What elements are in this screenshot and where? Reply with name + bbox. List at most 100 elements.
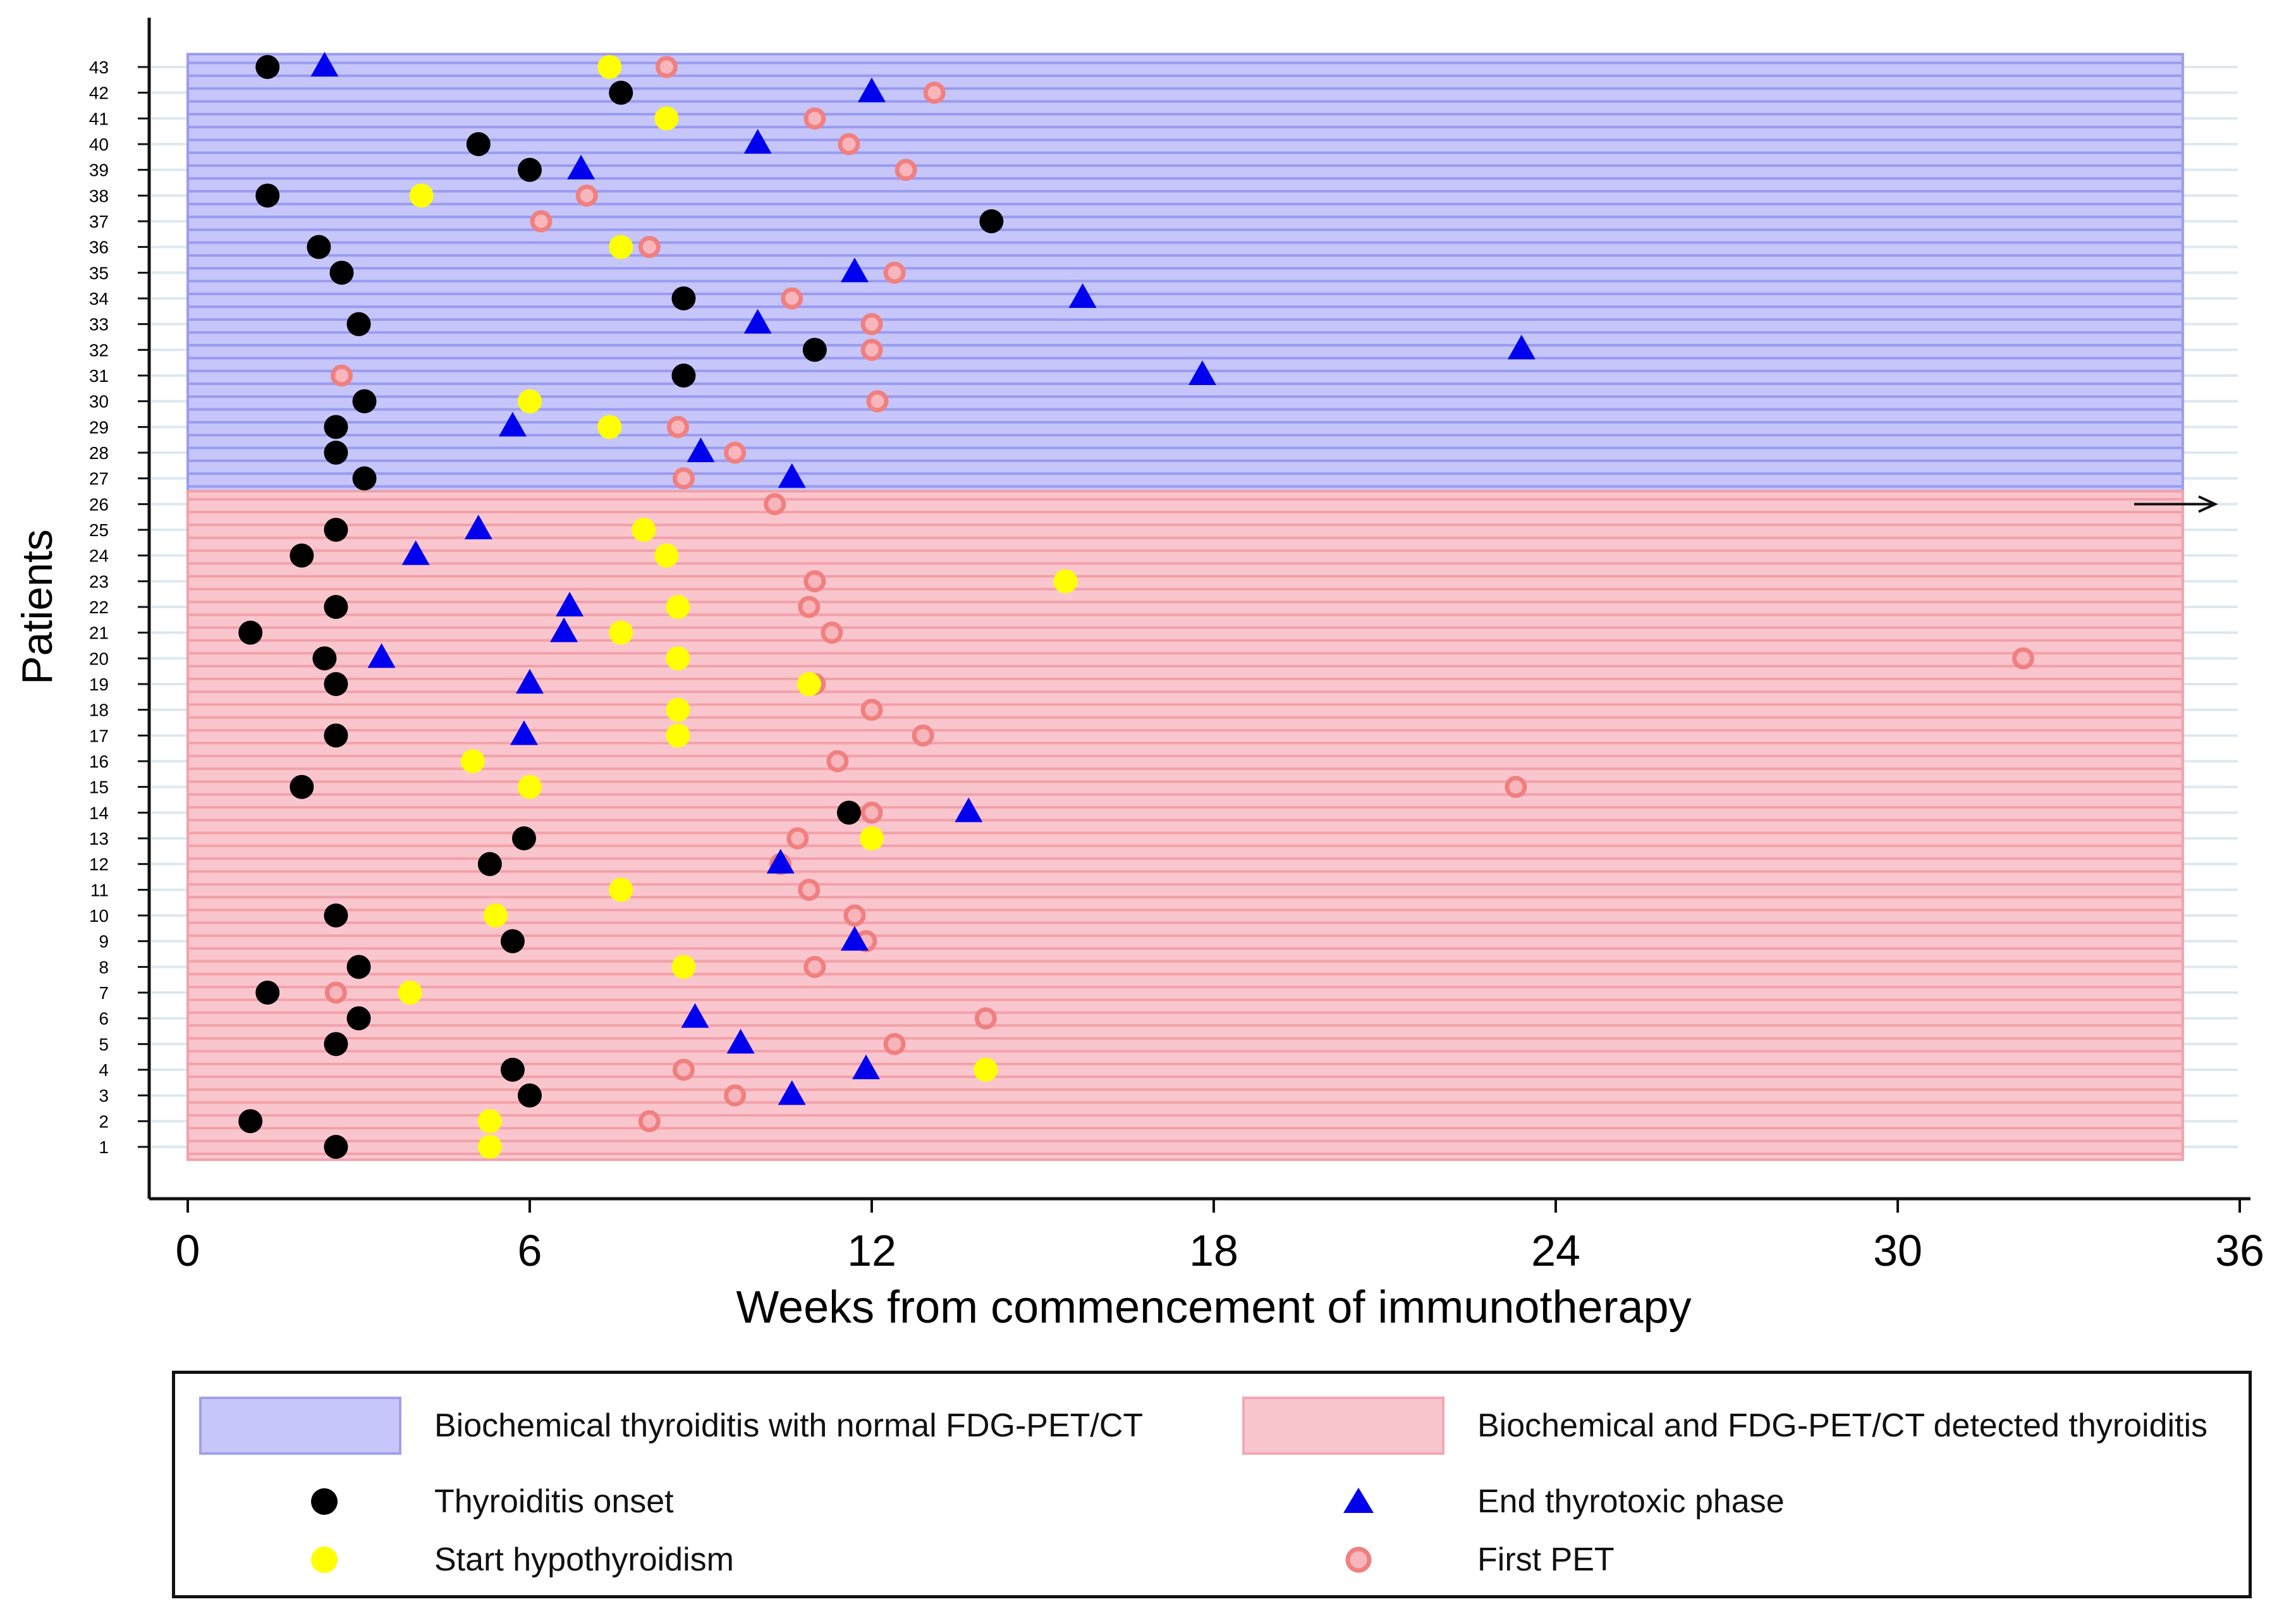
y-tick-label: 38	[89, 186, 109, 205]
point-thyroiditis-onset	[346, 312, 371, 336]
point-start-hypothyroidism	[518, 774, 542, 799]
arrow-head	[2198, 495, 2218, 513]
legend-item-end-thyrotoxic: End thyrotoxic phase	[1242, 1483, 1785, 1521]
y-tick-label: 9	[99, 932, 109, 952]
point-end-thyrotoxic	[498, 412, 527, 437]
point-thyroiditis-onset	[466, 132, 491, 156]
point-first-pet	[1505, 776, 1527, 799]
y-tick-label: 31	[89, 366, 109, 386]
legend-symbol-onset	[199, 1483, 401, 1521]
point-first-pet	[638, 236, 661, 259]
y-tick-label: 39	[89, 161, 109, 180]
x-tick-label: 24	[1531, 1226, 1580, 1275]
point-end-thyrotoxic	[687, 438, 715, 462]
y-tick-label: 12	[89, 855, 109, 874]
point-first-pet	[764, 493, 786, 515]
y-tick-label: 22	[89, 597, 109, 617]
chart: 1234567891011121314151617181920212223242…	[13, 18, 2264, 1333]
point-end-thyrotoxic	[1188, 360, 1216, 385]
point-first-pet	[923, 82, 946, 104]
point-thyroiditis-onset	[477, 852, 502, 876]
point-thyroiditis-onset	[312, 646, 337, 671]
point-first-pet	[974, 1007, 997, 1030]
legend-item-onset: Thyroiditis onset	[199, 1483, 674, 1521]
y-tick-label: 30	[89, 392, 109, 412]
point-end-thyrotoxic	[567, 154, 595, 180]
point-end-thyrotoxic	[852, 1055, 880, 1079]
point-first-pet	[724, 441, 747, 464]
point-first-pet	[803, 570, 826, 592]
legend-symbol-hypothyroidism	[199, 1541, 401, 1579]
point-thyroiditis-onset	[836, 800, 861, 825]
y-tick-label: 21	[89, 623, 109, 643]
legend-item-hypothyroidism: Start hypothyroidism	[199, 1541, 734, 1579]
legend-item-first-pet: First PET	[1242, 1541, 1615, 1579]
point-first-pet	[821, 621, 843, 644]
point-first-pet	[672, 467, 695, 490]
point-start-hypothyroidism	[609, 235, 633, 259]
point-thyroiditis-onset	[609, 80, 633, 105]
point-thyroiditis-onset	[238, 1109, 263, 1134]
point-first-pet	[724, 1084, 747, 1107]
point-thyroiditis-onset	[324, 723, 348, 748]
point-end-thyrotoxic	[367, 643, 396, 668]
point-first-pet	[655, 56, 678, 78]
point-thyroiditis-onset	[324, 672, 348, 696]
y-tick-label: 20	[89, 649, 109, 668]
x-axis-title: Weeks from commencement of immunotherapy	[736, 1282, 1691, 1333]
y-axis-title: Patients	[13, 529, 61, 685]
y-tick-label: 19	[89, 675, 109, 694]
y-tick-label: 17	[89, 726, 109, 745]
point-start-hypothyroidism	[597, 55, 622, 79]
point-thyroiditis-onset	[346, 955, 371, 979]
x-tick-label: 12	[847, 1226, 896, 1275]
point-thyroiditis-onset	[238, 620, 263, 645]
point-thyroiditis-onset	[511, 826, 536, 850]
legend-item-red-band: Biochemical and FDG-PET/CT detected thyr…	[1242, 1397, 2207, 1455]
point-first-pet	[330, 364, 353, 387]
point-thyroiditis-onset	[671, 364, 696, 388]
point-start-hypothyroidism	[477, 1135, 502, 1159]
point-thyroiditis-onset	[324, 441, 348, 465]
point-thyroiditis-onset	[346, 1006, 371, 1031]
y-tick-label: 32	[89, 340, 109, 360]
point-first-pet	[883, 261, 906, 284]
point-thyroiditis-onset	[324, 1032, 348, 1056]
point-end-thyrotoxic	[464, 515, 492, 539]
y-tick-label: 42	[89, 83, 109, 103]
point-thyroiditis-onset	[255, 183, 280, 208]
point-end-thyrotoxic	[743, 129, 772, 154]
point-first-pet	[798, 878, 821, 901]
y-tick-label: 23	[89, 572, 109, 591]
legend-swatch-blue	[199, 1397, 401, 1455]
point-thyroiditis-onset	[324, 903, 348, 927]
point-end-thyrotoxic	[840, 926, 869, 951]
legend-symbol-triangle	[1242, 1483, 1444, 1521]
point-thyroiditis-onset	[255, 55, 280, 79]
y-tick-label: 14	[89, 803, 109, 823]
point-end-thyrotoxic	[743, 309, 772, 334]
point-first-pet	[895, 159, 917, 181]
point-start-hypothyroidism	[666, 723, 690, 748]
point-thyroiditis-onset	[324, 595, 348, 619]
y-tick-label: 1	[99, 1137, 109, 1157]
legend-label-blue-band: Biochemical thyroiditis with normal FDG-…	[434, 1407, 1144, 1444]
point-first-pet	[860, 699, 883, 721]
x-tick-label: 0	[176, 1226, 200, 1275]
point-thyroiditis-onset	[518, 1083, 542, 1108]
legend: Biochemical thyroiditis with normal FDG-…	[172, 1371, 2252, 1598]
point-first-pet	[575, 184, 598, 207]
point-first-pet	[786, 827, 809, 850]
point-start-hypothyroidism	[609, 878, 633, 902]
point-thyroiditis-onset	[500, 1058, 525, 1082]
y-tick-label: 37	[89, 212, 109, 231]
legend-label-onset: Thyroiditis onset	[434, 1483, 674, 1520]
legend-label-first-pet: First PET	[1477, 1541, 1615, 1578]
point-first-pet	[798, 596, 821, 618]
point-end-thyrotoxic	[726, 1029, 755, 1054]
point-start-hypothyroidism	[671, 955, 696, 979]
point-start-hypothyroidism	[666, 697, 690, 722]
point-first-pet	[781, 287, 803, 310]
point-first-pet	[866, 390, 889, 413]
point-thyroiditis-onset	[324, 415, 348, 439]
